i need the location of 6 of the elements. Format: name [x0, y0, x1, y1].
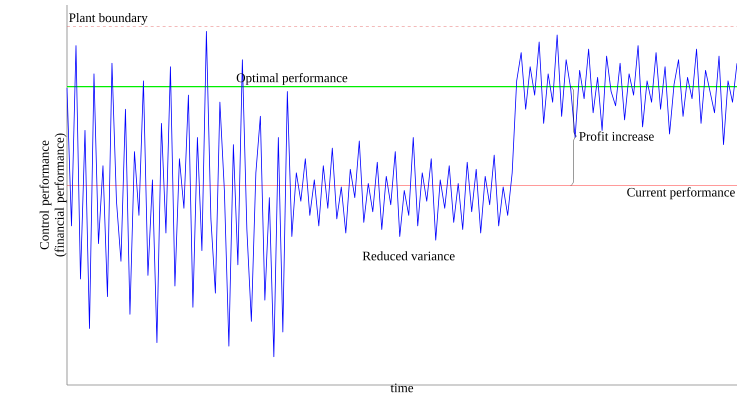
ref-line-label: Plant boundary: [69, 12, 148, 25]
annotation: Reduced variance: [362, 251, 455, 260]
x-axis-title: time: [390, 384, 414, 392]
y-axis-title: Control performance (financial performance): [40, 133, 66, 256]
annotation: Profit increase: [579, 131, 654, 141]
ref-line-label: Current performance: [627, 187, 735, 200]
